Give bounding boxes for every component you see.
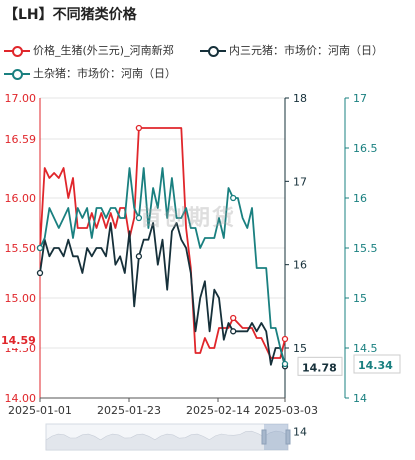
slider-window <box>264 424 288 450</box>
middle-tick-label-1: 17 <box>293 175 307 188</box>
x-tick-label-3: 2025-03-03 <box>254 404 318 417</box>
x-tick-label-0: 2025-01-01 <box>8 404 72 417</box>
series-2-point-21 <box>135 214 143 222</box>
right-tick-label-5: 14.5 <box>353 342 378 355</box>
legend-marker-s2 <box>200 45 226 57</box>
end-label-bg-s2 <box>297 356 343 376</box>
left-tick-label-1: 16.59 <box>5 133 37 146</box>
left-tick-label-3: 15.50 <box>5 242 37 255</box>
middle-axis: 18 17 16 15 14 <box>284 92 307 438</box>
series-1-point-0 <box>36 269 44 277</box>
series-line-2 <box>39 167 286 365</box>
middle-tick-label-0: 18 <box>293 92 307 105</box>
left-tick-label-0: 17.00 <box>5 92 37 105</box>
slider-handle-right <box>285 429 291 445</box>
chart-title: 【LH】不同猪类价格 <box>4 7 137 23</box>
slider-preview-area <box>45 430 289 451</box>
right-tick-label-4: 15 <box>353 292 367 305</box>
legend-label-s3: 土杂猪：市场价：河南（日） <box>33 67 176 80</box>
right-tick-label-1: 16.5 <box>353 142 378 155</box>
legend-marker-s1 <box>4 45 30 57</box>
left-tick-label-4: 15.00 <box>5 292 37 305</box>
end-label-s2: 14.78 <box>302 361 337 374</box>
series-line-0 <box>39 127 286 359</box>
right-tick-label-2: 16 <box>353 192 367 205</box>
series-1-point-21 <box>135 253 143 260</box>
middle-tick-label-3: 15 <box>293 342 307 355</box>
series-1-point-41 <box>230 328 237 335</box>
series-2-point-52 <box>281 360 289 368</box>
series-line-1 <box>39 222 286 367</box>
series-2-point-41 <box>230 194 237 202</box>
series-lines <box>36 124 289 370</box>
end-label-s3: 14.34 <box>358 359 393 372</box>
series-2-point-0 <box>36 244 44 252</box>
legend-label-s1: 价格_生猪(外三元)_河南新郑 <box>33 44 174 57</box>
legend-label-s2: 内三元猪：市场价：河南（日） <box>229 44 383 57</box>
legend-marker-s3 <box>4 68 30 80</box>
end-value-labels: 14.59 14.78 14.34 <box>0 330 401 376</box>
legend-item-s3[interactable]: 土杂猪：市场价：河南（日） <box>4 65 176 81</box>
series-0-point-21 <box>135 124 143 132</box>
end-label-s1: 14.59 <box>1 334 36 347</box>
slider-handle-left <box>261 429 267 445</box>
legend-item-s1[interactable]: 价格_生猪(外三元)_河南新郑 <box>4 42 174 58</box>
series-0-point-52 <box>281 335 289 343</box>
end-label-bg-s3 <box>353 354 401 374</box>
x-axis: 2025-01-01 2025-01-23 2025-02-14 2025-03-03 <box>8 397 318 417</box>
x-tick-label-1: 2025-01-23 <box>97 404 161 417</box>
left-tick-label-2: 16.00 <box>5 192 37 205</box>
middle-tick-label-4: 14 <box>293 425 307 438</box>
right-tick-label-6: 14 <box>353 392 367 405</box>
left-tick-label-6: 14.00 <box>5 392 37 405</box>
legend-item-s2[interactable]: 内三元猪：市场价：河南（日） <box>200 42 383 58</box>
series-0-point-41 <box>230 314 237 322</box>
right-tick-label-0: 17 <box>353 92 367 105</box>
end-label-bg-s1 <box>0 330 28 348</box>
x-tick-label-2: 2025-02-14 <box>186 404 250 417</box>
right-tick-label-3: 15.5 <box>353 242 378 255</box>
right-axis: 17 16.5 16 15.5 15 14.5 14 <box>344 92 378 405</box>
middle-tick-label-2: 16 <box>293 259 307 272</box>
data-zoom-slider[interactable] <box>45 423 291 451</box>
